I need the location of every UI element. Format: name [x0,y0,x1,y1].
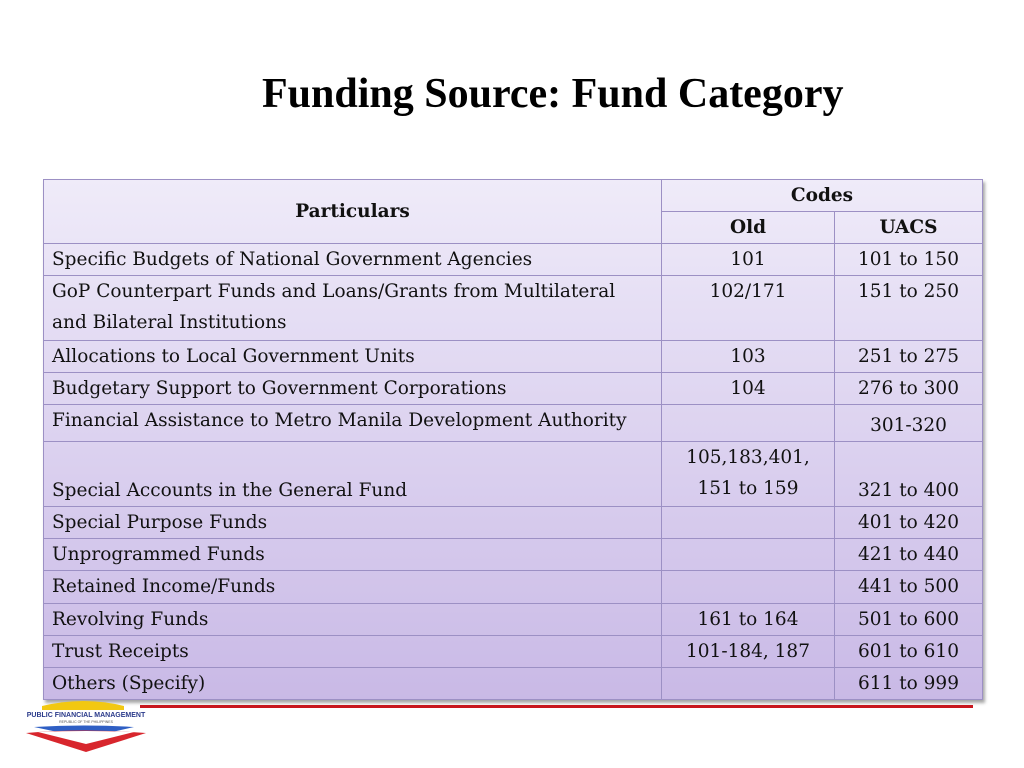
slide-title: Funding Source: Fund Category [262,71,844,117]
cell-old-code [661,667,835,700]
cell-old-code: 104 [661,372,835,405]
table-row: Trust Receipts 101-184, 187 601 to 610 [43,635,983,668]
cell-uacs-code: 321 to 400 [834,441,983,507]
cell-old-code [661,506,835,539]
cell-particulars: Allocations to Local Government Units [43,340,662,373]
table-row: Special Purpose Funds 401 to 420 [43,506,983,539]
pfm-logo: PUBLIC FINANCIAL MANAGEMENT REPUBLIC OF … [26,701,146,752]
cell-particulars: Financial Assistance to Metro Manila Dev… [43,404,662,442]
cell-particulars: GoP Counterpart Funds and Loans/Grants f… [43,275,662,341]
table-row: Others (Specify) 611 to 999 [43,667,983,700]
cell-uacs-code: 501 to 600 [834,603,983,636]
cell-uacs-code: 601 to 610 [834,635,983,668]
table-row: Unprogrammed Funds 421 to 440 [43,538,983,571]
table-row: Retained Income/Funds 441 to 500 [43,570,983,604]
cell-old-code: 101 [661,243,835,276]
table-row: Special Accounts in the General Fund 105,… [43,441,983,507]
table-row: Allocations to Local Government Units 103… [43,340,983,373]
cell-particulars: Specific Budgets of National Government … [43,243,662,276]
cell-uacs-code: 611 to 999 [834,667,983,700]
footer-divider [140,705,973,708]
header-codes: Codes [661,179,983,212]
cell-uacs-code: 441 to 500 [834,570,983,604]
cell-particulars: Unprogrammed Funds [43,538,662,571]
cell-uacs-code: 401 to 420 [834,506,983,539]
cell-particulars: Retained Income/Funds [43,570,662,604]
cell-uacs-code: 421 to 440 [834,538,983,571]
table-row: GoP Counterpart Funds and Loans/Grants f… [43,275,983,341]
header-old: Old [661,211,835,244]
cell-uacs-code: 301-320 [834,404,983,442]
cell-old-code: 101-184, 187 [661,635,835,668]
table-row: Budgetary Support to Government Corporat… [43,372,983,405]
svg-text:REPUBLIC OF THE PHILIPPINES: REPUBLIC OF THE PHILIPPINES [59,720,113,724]
fund-category-table: Particulars Codes Old UACS Specific Budg… [43,179,983,700]
cell-uacs-code: 276 to 300 [834,372,983,405]
cell-particulars: Others (Specify) [43,667,662,700]
cell-old-code [661,570,835,604]
header-uacs: UACS [834,211,983,244]
cell-particulars: Special Accounts in the General Fund [43,441,662,507]
cell-old-code: 161 to 164 [661,603,835,636]
cell-old-code [661,404,835,442]
cell-old-code: 105,183,401, 151 to 159 [661,441,835,507]
svg-text:PUBLIC FINANCIAL MANAGEMENT: PUBLIC FINANCIAL MANAGEMENT [27,712,146,719]
cell-uacs-code: 151 to 250 [834,275,983,341]
cell-old-code [661,538,835,571]
cell-old-code: 103 [661,340,835,373]
header-particulars: Particulars [43,179,662,244]
cell-uacs-code: 251 to 275 [834,340,983,373]
cell-uacs-code: 101 to 150 [834,243,983,276]
table-row: Specific Budgets of National Government … [43,243,983,276]
cell-particulars: Budgetary Support to Government Corporat… [43,372,662,405]
table-row: Financial Assistance to Metro Manila Dev… [43,404,983,442]
cell-particulars: Revolving Funds [43,603,662,636]
table-row: Revolving Funds 161 to 164 501 to 600 [43,603,983,636]
cell-particulars: Special Purpose Funds [43,506,662,539]
cell-particulars: Trust Receipts [43,635,662,668]
cell-old-code: 102/171 [661,275,835,341]
